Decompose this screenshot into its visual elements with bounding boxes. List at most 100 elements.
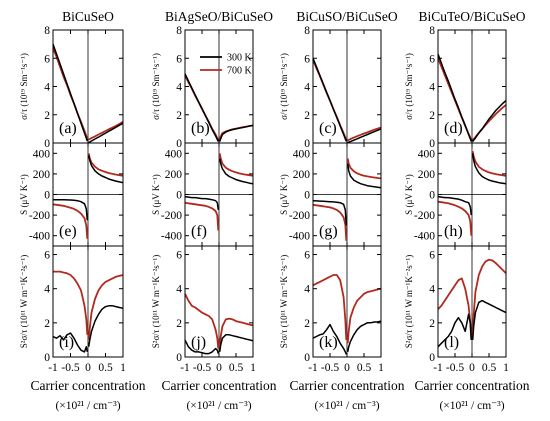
panel-seebeck: -400 -200 0 200 400 S (μV K⁻¹) (e) bbox=[19, 142, 124, 247]
panel-sigma: 0 2 4 6 8 σ/τ (10¹⁹ Sm⁻¹s⁻¹) (a) bbox=[19, 25, 124, 150]
series-line-300k-negative bbox=[184, 339, 220, 355]
y-tick-label: 6 bbox=[176, 250, 182, 262]
y-tick-label: 6 bbox=[44, 250, 50, 262]
column-title: BiCuSO/BiCuSeO bbox=[296, 9, 398, 24]
y-tick-label: 4 bbox=[304, 82, 310, 94]
series-line-300k-positive bbox=[471, 153, 507, 185]
y-tick-label: 4 bbox=[176, 82, 182, 94]
x-axis-label: Carrier concentration bbox=[414, 378, 529, 393]
y-axis-label: σ/τ (10¹⁹ Sm⁻¹s⁻¹) bbox=[279, 53, 289, 120]
series-line-700k-negative bbox=[184, 293, 220, 349]
series-line-700k-positive bbox=[346, 287, 382, 344]
series-line-300k-negative bbox=[437, 313, 473, 348]
y-tick-label: 0 bbox=[44, 352, 50, 364]
series-line-300k-negative bbox=[52, 43, 89, 142]
x-tick-label: 0.5 bbox=[482, 362, 497, 374]
x-tick-label: 1 bbox=[378, 362, 384, 374]
x-tick-label: -0.5 bbox=[321, 362, 339, 374]
y-tick-label: 2 bbox=[304, 110, 310, 122]
y-axis-label: S²σ/τ (10¹¹ W m⁻¹K⁻²s⁻¹) bbox=[279, 255, 289, 349]
panel-sigma: 0 2 4 6 8 σ/τ (10¹⁹ Sm⁻¹s⁻¹) (d) bbox=[404, 25, 507, 150]
series-line-300k-positive bbox=[88, 122, 124, 144]
column-title: BiCuTeO/BiCuSeO bbox=[418, 9, 525, 24]
x-axis-unit: (×10²¹ / cm⁻³) bbox=[314, 400, 379, 412]
y-tick-label: 0 bbox=[44, 190, 50, 202]
y-tick-label: 200 bbox=[165, 169, 183, 181]
y-tick-label: 4 bbox=[44, 82, 50, 94]
y-tick-label: -200 bbox=[161, 210, 182, 222]
y-axis-label: S (μV K⁻¹) bbox=[279, 174, 289, 215]
y-tick-label: 0 bbox=[304, 190, 310, 202]
series-line-700k-positive bbox=[471, 151, 507, 177]
series-line-300k-negative bbox=[53, 198, 89, 221]
y-tick-label: 0 bbox=[176, 138, 182, 150]
y-tick-label: 2 bbox=[304, 318, 310, 330]
series-line-700k-positive bbox=[218, 317, 254, 347]
y-tick-label: 2 bbox=[176, 110, 182, 122]
y-tick-label: 0 bbox=[176, 190, 182, 202]
series-line-700k-negative bbox=[312, 203, 348, 241]
series-line-700k-positive bbox=[346, 158, 382, 180]
y-tick-label: 200 bbox=[33, 169, 51, 181]
series-line-300k-positive bbox=[87, 305, 124, 347]
x-axis-label: Carrier concentration bbox=[30, 378, 145, 393]
x-tick-label: -0.5 bbox=[446, 362, 464, 374]
x-tick-label: 0.5 bbox=[357, 362, 372, 374]
series-line-300k-positive bbox=[346, 163, 382, 189]
y-tick-label: 2 bbox=[429, 318, 435, 330]
panel-letter: (g) bbox=[319, 223, 338, 240]
panel-letter: (b) bbox=[191, 120, 210, 137]
panel-letter: (h) bbox=[444, 223, 463, 240]
y-tick-label: -400 bbox=[29, 231, 50, 243]
x-tick-label: -1 bbox=[48, 362, 58, 374]
panel-letter: (c) bbox=[319, 120, 337, 137]
y-tick-label: 400 bbox=[165, 148, 183, 160]
panel-pf: 0 2 4 6 -1 -0.5 0 0.5 1 S²σ/τ (10¹¹ W m⁻¹K⁻²s⁻¹) (… bbox=[19, 245, 126, 374]
series-line-300k-positive bbox=[472, 100, 507, 143]
x-tick-label: -1 bbox=[308, 362, 318, 374]
series-line-300k-negative bbox=[312, 58, 347, 142]
panel-letter: (d) bbox=[444, 120, 463, 137]
x-tick-label: -1 bbox=[433, 362, 443, 374]
x-tick-label: -0.5 bbox=[61, 362, 79, 374]
panel-letter: (l) bbox=[444, 334, 459, 351]
y-tick-label: 4 bbox=[304, 284, 310, 296]
y-tick-label: -200 bbox=[414, 210, 435, 222]
y-tick-label: 2 bbox=[44, 110, 50, 122]
x-axis-unit: (×10²¹ / cm⁻³) bbox=[186, 400, 251, 412]
y-tick-label: 8 bbox=[44, 25, 50, 37]
x-axis-caption-col-3: Carrier concentration (×10²¹ / cm⁻³) bbox=[289, 378, 404, 412]
series-line-300k-positive bbox=[218, 334, 254, 353]
y-tick-label: 400 bbox=[418, 148, 436, 160]
panel-letter: (a) bbox=[59, 120, 77, 137]
y-tick-label: 0 bbox=[176, 352, 182, 364]
x-tick-label: 0 bbox=[469, 362, 475, 374]
plots-layer: BiCuSeO BiAgSeO/BiCuSeO BiCuSO/BiCuSeO BiCu… bbox=[19, 9, 526, 374]
series-line-300k-negative bbox=[184, 73, 219, 142]
panel-sigma: 0 2 4 6 8 σ/τ (10¹⁹ Sm⁻¹s⁻¹) (b) bbox=[151, 25, 254, 150]
y-tick-label: 400 bbox=[293, 148, 311, 160]
y-tick-label: 6 bbox=[429, 53, 435, 65]
y-tick-label: 2 bbox=[44, 318, 50, 330]
x-tick-label: 1 bbox=[503, 362, 509, 374]
y-axis-label: σ/τ (10¹⁹ Sm⁻¹s⁻¹) bbox=[404, 53, 414, 120]
x-tick-label: -1 bbox=[180, 362, 190, 374]
y-axis-label: S²σ/τ (10¹¹ W m⁻¹K⁻²s⁻¹) bbox=[404, 255, 414, 349]
x-tick-label: 0 bbox=[344, 362, 350, 374]
series-line-300k-negative bbox=[312, 199, 348, 226]
y-axis-label: S (μV K⁻¹) bbox=[404, 174, 414, 215]
panel-pf: 0 2 4 6 -1 -0.5 0 0.5 1 S²σ/τ (10¹¹ W m⁻¹K⁻²s⁻¹) (… bbox=[279, 245, 384, 374]
panel-pf: 0 2 4 6 -1 -0.5 0 0.5 1 S²σ/τ (10¹¹ W m⁻¹K⁻²s⁻¹) (… bbox=[151, 245, 256, 374]
x-axis-caption-col-1: Carrier concentration (×10²¹ / cm⁻³) bbox=[30, 378, 145, 412]
y-axis-label: S (μV K⁻¹) bbox=[151, 174, 161, 215]
panel-seebeck: -400 -200 0 200 400 S (μV K⁻¹) (g) bbox=[279, 142, 382, 247]
series-line-700k-positive bbox=[88, 121, 124, 141]
y-tick-label: 8 bbox=[176, 25, 182, 37]
y-tick-label: 0 bbox=[429, 190, 435, 202]
y-tick-label: -200 bbox=[29, 210, 50, 222]
x-tick-label: 1 bbox=[250, 362, 256, 374]
series-line-700k-negative bbox=[184, 201, 220, 231]
panel-sigma: 0 2 4 6 8 σ/τ (10¹⁹ Sm⁻¹s⁻¹) (c) bbox=[279, 25, 382, 150]
y-tick-label: 4 bbox=[176, 284, 182, 296]
